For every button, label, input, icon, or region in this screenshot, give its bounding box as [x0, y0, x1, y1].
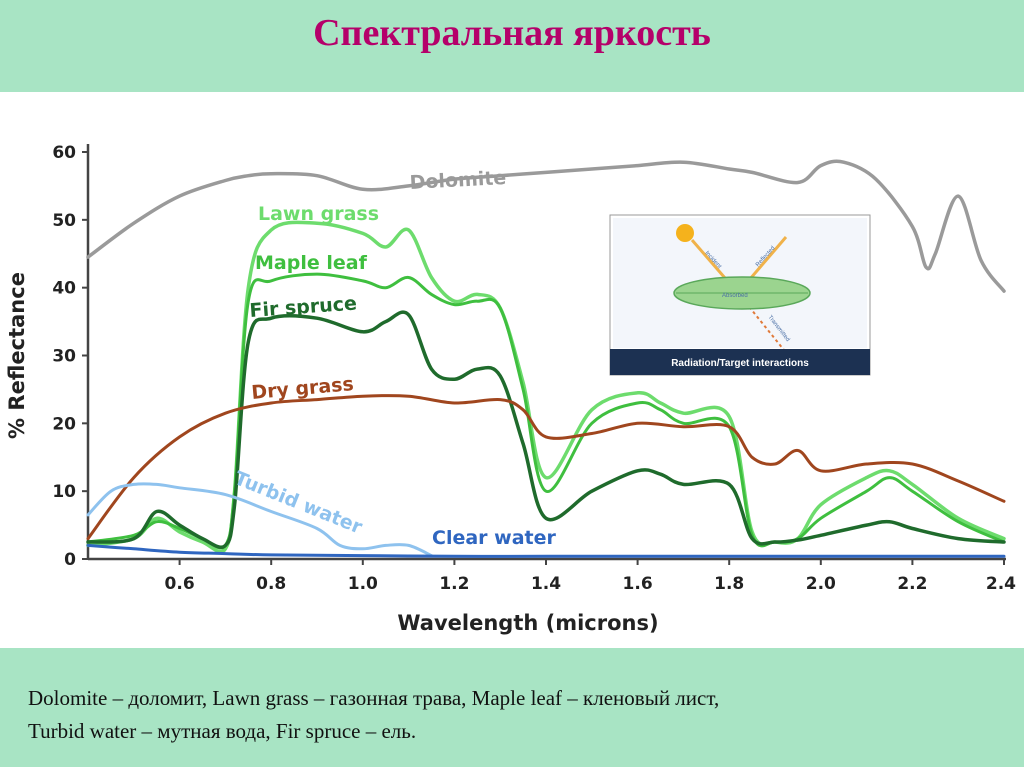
caption-band: Dolomite – доломит, Lawn grass – газонна…: [0, 648, 1024, 767]
x-tick-label: 2.2: [897, 574, 927, 594]
chart-area: 0 10 20 30 40 50 60 0.6 0.8 1.0 1.2 1.4 1.6 1.8 2.0 2.2…: [0, 92, 1024, 648]
x-tick-label: 0.6: [165, 574, 195, 594]
series-line-clear-water: [86, 543, 1006, 558]
x-tick-label: 1.8: [714, 574, 744, 594]
x-tick-label: 1.6: [623, 574, 653, 594]
y-tick-label: 60: [52, 143, 76, 163]
inset-caption: Radiation/Target interactions: [671, 358, 809, 369]
y-tick-label: 50: [52, 211, 76, 231]
slide-title: Спектральная яркость: [313, 12, 711, 54]
series-label-lawn-grass: Lawn grass: [258, 203, 379, 225]
inset-illustration: Incident Reflected Absorbed Transmitted …: [609, 214, 871, 376]
series-label-clear-water: Clear water: [432, 527, 556, 549]
reflectance-chart: 0 10 20 30 40 50 60 0.6 0.8 1.0 1.2 1.4 1.6 1.8 2.0 2.2…: [5, 143, 1016, 635]
chart-axes: 0 10 20 30 40 50 60 0.6 0.8 1.0 1.2 1.4 1.6 1.8 2.0 2.2…: [5, 143, 1016, 635]
y-tick-label: 30: [52, 347, 76, 367]
title-band: Спектральная яркость: [0, 0, 1024, 92]
series-line-turbid-water: [86, 482, 433, 558]
x-axis-title: Wavelength (microns): [397, 611, 658, 635]
x-tick-label: 1.2: [439, 574, 469, 594]
x-tick-label: 2.4: [986, 574, 1016, 594]
y-tick-label: 0: [64, 550, 76, 570]
y-tick-label: 20: [52, 414, 76, 434]
series-line-fir-spruce: [86, 310, 1006, 549]
series-layer: [86, 159, 1006, 558]
series-label-dolomite: Dolomite: [409, 167, 507, 194]
inset-absorbed: Absorbed: [722, 293, 748, 299]
series-label-fir-spruce: Fir spruce: [249, 293, 358, 322]
caption-line-1: Dolomite – доломит, Lawn grass – газонна…: [28, 686, 720, 710]
caption: Dolomite – доломит, Lawn grass – газонна…: [28, 682, 1008, 748]
x-tick-label: 1.4: [531, 574, 561, 594]
caption-line-2: Turbid water – мутная вода, Fir spruce –…: [28, 719, 417, 743]
series-label-maple-leaf: Maple leaf: [255, 252, 368, 274]
series-line-dolomite: [86, 159, 1006, 293]
sun-icon: [676, 224, 694, 242]
x-tick-label: 1.0: [348, 574, 378, 594]
y-tick-label: 10: [52, 482, 76, 502]
series-labels: Dolomite Lawn grass Maple leaf Fir spruce Dr…: [231, 167, 556, 549]
y-tick-label: 40: [52, 279, 76, 299]
series-label-dry-grass: Dry grass: [251, 373, 355, 404]
series-line-dry-grass: [86, 394, 1006, 541]
x-tick-label: 2.0: [806, 574, 836, 594]
x-tick-label: 0.8: [256, 574, 286, 594]
y-axis-title: % Reflectance: [5, 272, 29, 439]
